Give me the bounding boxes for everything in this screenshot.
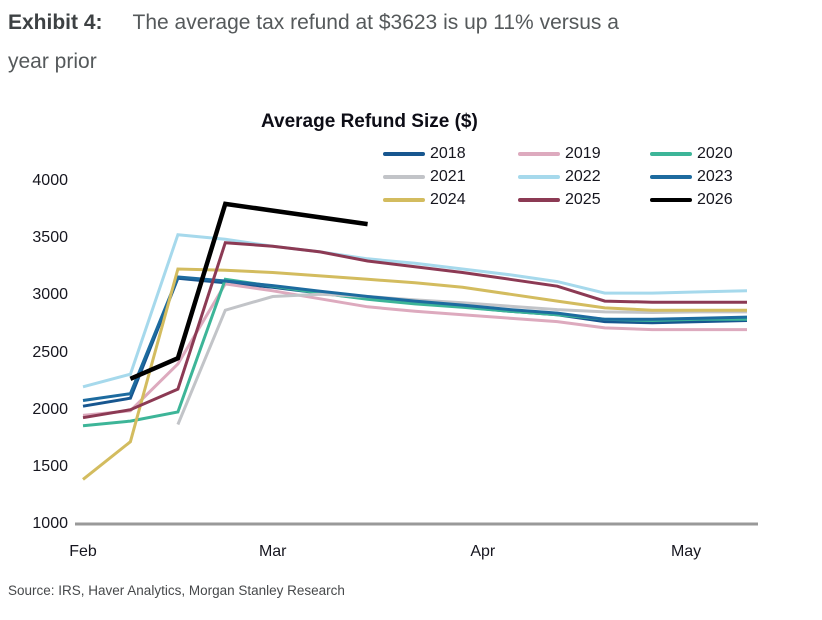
legend-item-2025: 2025 — [518, 188, 650, 211]
x-axis-tick-label-apr: Apr — [470, 543, 496, 560]
series-line-2024 — [82, 267, 747, 481]
legend-swatch-2022 — [518, 174, 560, 179]
y-axis-tick-label-3000: 3000 — [32, 286, 68, 304]
y-axis-tick-label-1000: 1000 — [32, 515, 68, 532]
chart-title: Average Refund Size ($) — [261, 111, 478, 132]
legend-label-2023: 2023 — [697, 167, 733, 185]
x-axis-tick-label-mar: Mar — [258, 543, 287, 560]
exhibit-label: Exhibit 4: — [8, 11, 103, 34]
legend-item-2026: 2026 — [650, 188, 765, 211]
legend-swatch-2019 — [518, 151, 560, 156]
series-line-2022 — [82, 233, 748, 389]
series-line-2021 — [176, 292, 747, 426]
legend-label-2026: 2026 — [697, 190, 733, 208]
legend-swatch-2025 — [518, 197, 560, 202]
y-axis-tick-label-2500: 2500 — [32, 343, 68, 361]
y-axis-tick-label-2000: 2000 — [32, 400, 68, 418]
series-line-2025 — [82, 241, 747, 420]
legend-item-2024: 2024 — [383, 188, 518, 211]
exhibit-header: Exhibit 4: The average tax refund at $362… — [8, 10, 808, 36]
legend-item-2023: 2023 — [650, 165, 765, 188]
legend-swatch-2018 — [383, 151, 425, 156]
legend-label-2021: 2021 — [430, 167, 466, 185]
series-line-2026 — [129, 201, 368, 381]
x-axis-tick-label-may: May — [670, 543, 702, 560]
y-axis-tick-label-3500: 3500 — [32, 229, 68, 247]
y-axis-tick-label-4000: 4000 — [32, 172, 68, 189]
y-axis-tick-label-1500: 1500 — [32, 457, 68, 475]
series-line-2023 — [82, 275, 748, 402]
exhibit-title-line1: The average tax refund at $3623 is up 11… — [132, 11, 619, 34]
legend-label-2022: 2022 — [565, 167, 601, 185]
legend-label-2018: 2018 — [430, 144, 466, 162]
legend-item-2018: 2018 — [383, 142, 518, 165]
exhibit-title-line2: year prior — [8, 50, 97, 73]
legend-swatch-2021 — [383, 174, 425, 179]
legend-item-2022: 2022 — [518, 165, 650, 188]
legend-swatch-2023 — [650, 174, 692, 179]
legend-swatch-2020 — [650, 151, 692, 156]
legend-label-2024: 2024 — [430, 190, 466, 208]
legend-swatch-2026 — [650, 197, 692, 202]
source-note: Source: IRS, Haver Analytics, Morgan Sta… — [8, 583, 345, 598]
legend-item-2021: 2021 — [383, 165, 518, 188]
legend-item-2019: 2019 — [518, 142, 650, 165]
chart-legend: 2018 2019 2020 2021 2022 2023 2024 2025 2026 — [383, 142, 765, 211]
legend-label-2019: 2019 — [565, 144, 601, 162]
legend-swatch-2024 — [383, 197, 425, 202]
legend-item-2020: 2020 — [650, 142, 765, 165]
legend-label-2020: 2020 — [697, 144, 733, 162]
legend-label-2025: 2025 — [565, 190, 601, 208]
x-axis-tick-label-feb: Feb — [69, 543, 97, 560]
